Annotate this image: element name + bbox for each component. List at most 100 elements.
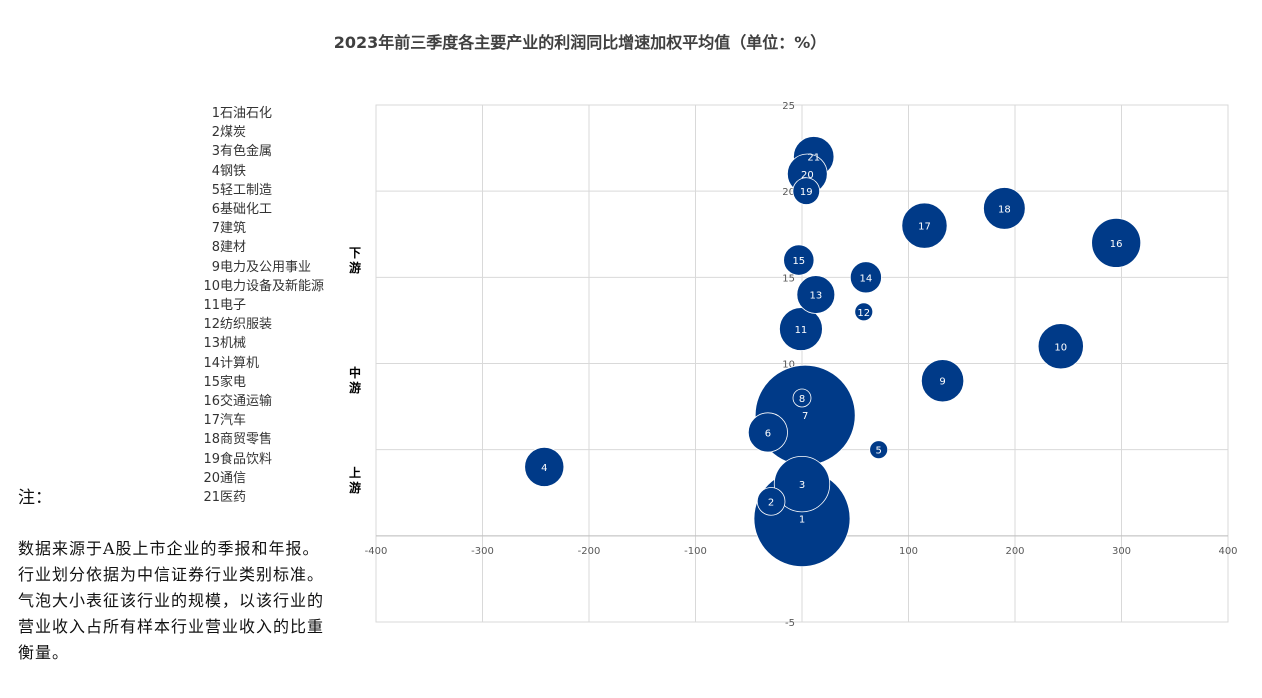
legend-item: 12纺织服装 bbox=[200, 315, 345, 334]
legend-item-name: 建筑 bbox=[220, 221, 247, 237]
tier-label-downstream: 下游 bbox=[348, 246, 361, 275]
legend-item: 15家电 bbox=[200, 373, 345, 392]
legend-item-number: 15 bbox=[203, 374, 220, 390]
legend-item-name: 石油石化 bbox=[220, 106, 273, 121]
legend-item-name: 基础化工 bbox=[220, 202, 273, 218]
legend-item: 14计算机 bbox=[200, 354, 345, 373]
legend-item-number: 20 bbox=[203, 470, 220, 486]
bubble-label-19: 19 bbox=[800, 187, 813, 198]
bubble-8 bbox=[792, 388, 812, 408]
legend-item-name: 计算机 bbox=[220, 355, 260, 371]
bubble-label-13: 13 bbox=[809, 291, 822, 302]
legend-item-name: 通信 bbox=[220, 470, 247, 486]
legend-item-number: 21 bbox=[203, 490, 220, 506]
legend-item: 1石油石化 bbox=[200, 104, 345, 123]
bubble-10 bbox=[1037, 323, 1084, 370]
legend-item: 17汽车 bbox=[200, 411, 345, 430]
legend-item-name: 汽车 bbox=[220, 413, 247, 429]
legend-item: 8建材 bbox=[200, 238, 345, 257]
chart-title: 2023年前三季度各主要产业的利润同比增速加权平均值（单位：%） bbox=[333, 33, 827, 52]
legend-item: 20通信 bbox=[200, 469, 345, 488]
legend-item-name: 电子 bbox=[220, 298, 247, 314]
x-tick-label: -400 bbox=[365, 546, 388, 557]
legend-item-number: 7 bbox=[211, 221, 220, 237]
bubble-5 bbox=[869, 440, 889, 460]
bubble-label-8: 8 bbox=[799, 394, 805, 405]
bubble-17 bbox=[901, 202, 948, 249]
bubble-label-1: 1 bbox=[799, 515, 805, 526]
legend-item-number: 12 bbox=[203, 317, 220, 333]
y-tick-label: 20 bbox=[782, 187, 795, 198]
legend-item: 16交通运输 bbox=[200, 392, 345, 411]
bubble-label-9: 9 bbox=[939, 377, 945, 388]
bubble-18 bbox=[983, 187, 1026, 230]
bubble-19 bbox=[792, 177, 821, 205]
legend-item-number: 14 bbox=[203, 355, 220, 371]
bubble-9 bbox=[920, 359, 965, 403]
legend-item: 3有色金属 bbox=[200, 142, 345, 161]
tier-label-upstream: 上游 bbox=[348, 466, 361, 495]
legend-item-number: 10 bbox=[203, 278, 220, 294]
x-tick-label: 400 bbox=[1218, 546, 1237, 557]
legend-item-number: 5 bbox=[211, 182, 220, 198]
legend-item-number: 3 bbox=[211, 144, 220, 160]
legend-item-number: 17 bbox=[203, 413, 220, 429]
legend-item: 21医药 bbox=[200, 488, 345, 507]
bubble-2 bbox=[756, 487, 786, 516]
legend-item-name: 电力设备及新能源 bbox=[220, 278, 325, 294]
y-tick-label: 25 bbox=[782, 101, 795, 112]
x-tick-label: -200 bbox=[578, 546, 601, 557]
x-tick-label: -300 bbox=[471, 546, 494, 557]
legend-item-name: 纺织服装 bbox=[220, 317, 273, 333]
legend-item-number: 13 bbox=[203, 336, 220, 352]
bubble-label-10: 10 bbox=[1054, 342, 1067, 353]
legend-item-name: 钢铁 bbox=[220, 163, 247, 179]
bubble-15 bbox=[783, 244, 815, 276]
legend-item-name: 煤炭 bbox=[220, 125, 247, 141]
bubble-12 bbox=[854, 302, 874, 322]
legend-item-number: 2 bbox=[211, 125, 220, 141]
y-tick-label: -5 bbox=[785, 618, 795, 629]
legend-item-number: 9 bbox=[211, 259, 220, 275]
legend-item-name: 电力及公用事业 bbox=[220, 259, 312, 275]
note-heading: 注： bbox=[18, 488, 52, 508]
legend-item: 18商贸零售 bbox=[200, 430, 345, 449]
legend-item-name: 商贸零售 bbox=[220, 432, 273, 448]
bubble-label-4: 4 bbox=[541, 463, 547, 474]
legend-item-number: 19 bbox=[203, 451, 220, 467]
bubble-label-17: 17 bbox=[918, 222, 931, 233]
bubble-4 bbox=[524, 446, 565, 487]
legend-item-name: 有色金属 bbox=[220, 144, 273, 160]
bubble-label-5: 5 bbox=[875, 446, 881, 457]
legend-item-name: 家电 bbox=[220, 374, 247, 390]
x-tick-label: -100 bbox=[684, 546, 707, 557]
note-text: 数据来源于A股上市企业的季报和年报。行业划分依据为中信证券行业类别标准。气泡大小… bbox=[18, 539, 325, 662]
legend-item-number: 6 bbox=[211, 202, 220, 218]
bubble-label-12: 12 bbox=[857, 308, 870, 319]
bubble-label-11: 11 bbox=[795, 325, 808, 336]
legend-item-number: 1 bbox=[211, 106, 220, 121]
y-tick-label: 15 bbox=[782, 273, 795, 284]
legend-item-name: 医药 bbox=[220, 490, 247, 506]
legend-item-number: 16 bbox=[203, 394, 220, 410]
bubble-label-3: 3 bbox=[799, 480, 805, 491]
bubble-label-15: 15 bbox=[792, 256, 805, 267]
legend-item: 9电力及公用事业 bbox=[200, 258, 345, 277]
legend-item-name: 机械 bbox=[220, 336, 247, 352]
bubble-13 bbox=[796, 275, 836, 314]
legend-item: 2煤炭 bbox=[200, 123, 345, 142]
legend-item: 7建筑 bbox=[200, 219, 345, 238]
bubble-label-21: 21 bbox=[807, 153, 820, 164]
legend-item: 5轻工制造 bbox=[200, 181, 345, 200]
legend-item: 11电子 bbox=[200, 296, 345, 315]
bubble-label-20: 20 bbox=[801, 170, 814, 181]
x-tick-label: 200 bbox=[1005, 546, 1024, 557]
x-tick-label: 100 bbox=[899, 546, 918, 557]
legend-item: 4钢铁 bbox=[200, 162, 345, 181]
legend-item-number: 11 bbox=[203, 298, 220, 314]
industry-legend: 1石油石化 2煤炭 3有色金属 4钢铁 5轻工制造 6基础化工 7建筑 8建材 9电力及公用事业… bbox=[200, 104, 345, 507]
legend-item: 6基础化工 bbox=[200, 200, 345, 219]
legend-item-number: 8 bbox=[211, 240, 220, 256]
bubble-label-18: 18 bbox=[998, 204, 1011, 215]
